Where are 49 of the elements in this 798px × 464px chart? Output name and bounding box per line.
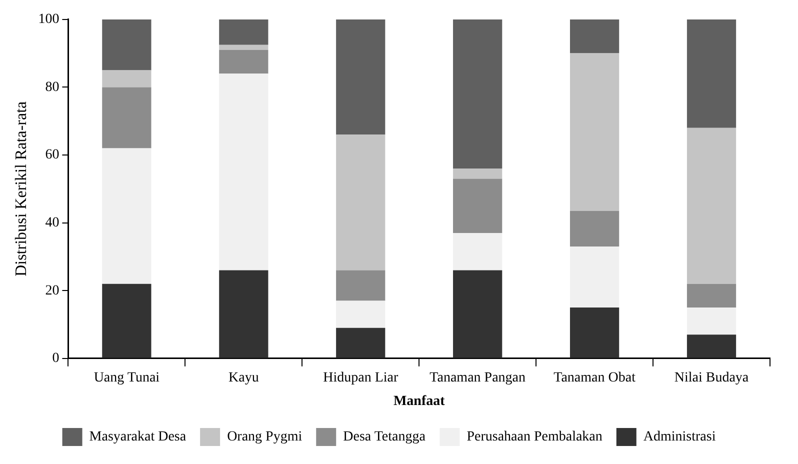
y-axis-title: Distribusi Kerikil Rata-rata (12, 101, 30, 276)
bar (102, 284, 152, 358)
bar (453, 19, 502, 169)
x-tick-label: Tanaman Obat (554, 370, 636, 386)
y-tick-label: 60 (45, 148, 60, 163)
x-tick-label: Nilai Budaya (674, 370, 750, 386)
bar (219, 270, 268, 358)
y-tick-label: 100 (38, 12, 60, 28)
bar (570, 19, 620, 54)
x-tick-label: Tanaman Pangan (430, 370, 526, 386)
legend-label: Administrasi (643, 430, 716, 445)
bar (453, 270, 502, 358)
bar (453, 178, 502, 233)
y-tick-label: 80 (45, 80, 60, 95)
bar (102, 87, 152, 148)
x-axis-title: Manfaat (393, 394, 446, 410)
bar (453, 168, 502, 179)
bar (219, 74, 268, 270)
bar (336, 270, 386, 301)
bar (102, 70, 152, 88)
bar (102, 148, 152, 284)
bar (219, 44, 268, 50)
bar (570, 308, 620, 358)
bar (219, 50, 268, 74)
y-tick-label: 40 (45, 215, 60, 230)
legend-label: Orang Pygmi (227, 430, 302, 445)
bar (570, 53, 620, 211)
bar (336, 300, 386, 328)
bar (686, 308, 736, 335)
bar (336, 134, 386, 270)
x-tick-label: Hidupan Liar (323, 370, 398, 386)
bar (570, 246, 620, 308)
bar (686, 128, 736, 284)
legend-label: Perusahaan Pembalakan (466, 430, 602, 445)
bar (453, 232, 502, 270)
legend-label: Masyarakat Desa (89, 430, 187, 445)
bar (686, 19, 736, 128)
bar (686, 334, 736, 358)
x-tick-label: Kayu (228, 370, 259, 386)
legend-label: Desa Tetangga (343, 430, 426, 445)
y-tick-label: 0 (52, 351, 60, 366)
x-tick-label: Uang Tunai (94, 370, 160, 386)
bar (102, 19, 152, 70)
bar (336, 328, 386, 358)
bar (686, 284, 736, 308)
y-tick-label: 20 (45, 283, 60, 298)
bar (570, 210, 620, 247)
bar (219, 19, 268, 45)
bar (336, 19, 386, 135)
